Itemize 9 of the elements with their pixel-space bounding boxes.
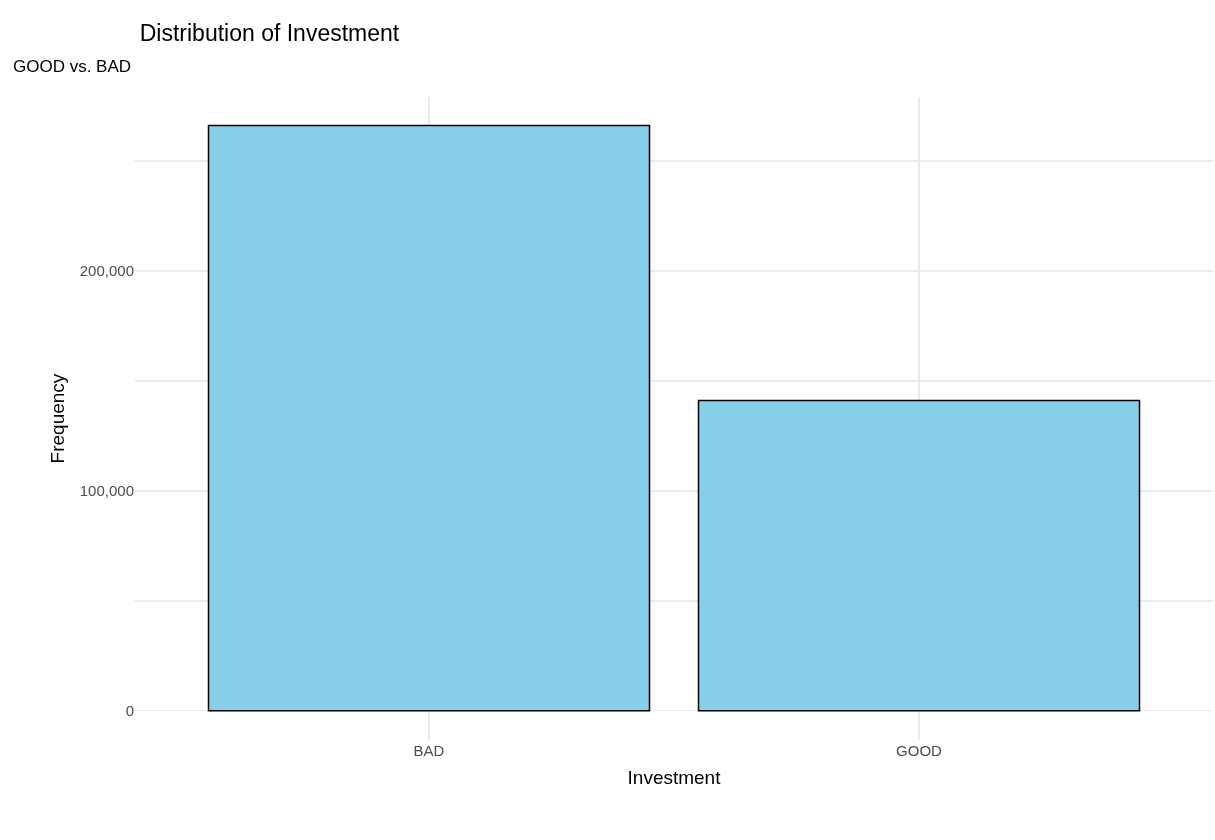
- chart-subtitle: GOOD vs. BAD: [13, 57, 132, 76]
- x-tick-label: BAD: [413, 742, 445, 759]
- y-tick-label: 200,000: [79, 262, 134, 280]
- x-axis-title: Investment: [627, 766, 722, 788]
- chart-title: Distribution of Investment: [139, 20, 400, 47]
- y-tick-label: 0: [125, 701, 134, 719]
- y-tick-label: 100,000: [79, 482, 134, 500]
- x-tick-label: GOOD: [896, 742, 943, 759]
- y-axis-title: Frequency: [46, 373, 68, 464]
